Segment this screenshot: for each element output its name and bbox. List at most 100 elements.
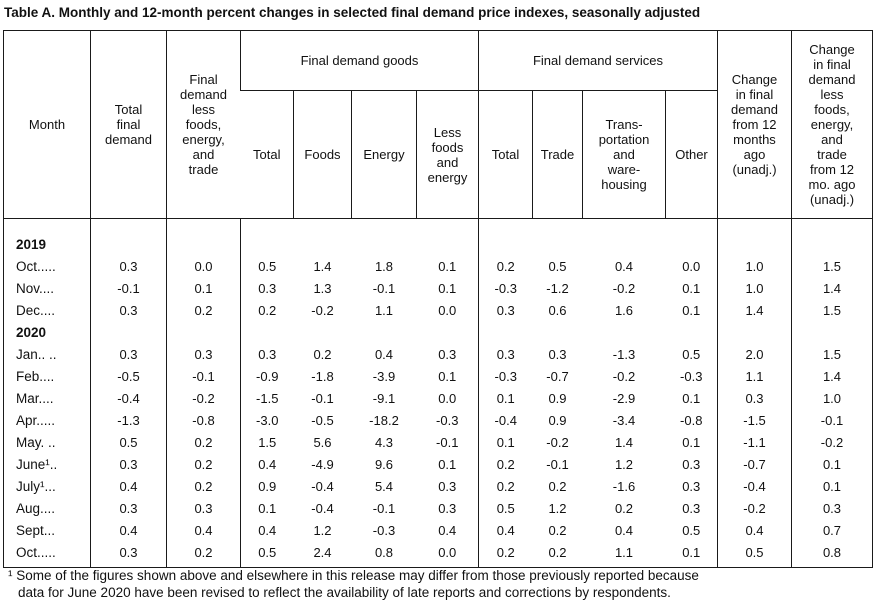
value-cell: 0.4 xyxy=(90,519,167,541)
value-cell: -0.2 xyxy=(612,280,636,296)
value-cell: 0.1 xyxy=(682,434,701,450)
value-cell: 1.4 xyxy=(313,258,332,274)
value-cell: 0.3 xyxy=(90,299,167,321)
value-cell: 1.4 xyxy=(614,434,634,450)
value-cell: 0.9 xyxy=(548,390,567,406)
value-cell xyxy=(533,321,583,343)
value-cell: -0.3 xyxy=(680,368,703,384)
value-cell: -1.3 xyxy=(90,409,167,431)
value-cell: 0.3 xyxy=(717,387,792,409)
value-cell: -18.2 xyxy=(369,412,399,428)
value-cell: 0.4 xyxy=(166,519,241,541)
value-cell: 0.2 xyxy=(240,299,294,321)
value-cell: 0.2 xyxy=(548,544,567,560)
value-cell: 0.2 xyxy=(478,475,533,497)
value-cell xyxy=(583,321,666,343)
value-cell: 0.2 xyxy=(166,541,241,568)
value-cell: 0.8 xyxy=(791,541,873,568)
value-cell: 0.1 xyxy=(682,280,701,296)
price-index-table: Month Total final demand Final demand le… xyxy=(3,30,873,568)
value-cell: 0.4 xyxy=(717,519,792,541)
value-cell: -1.1 xyxy=(717,431,792,453)
value-cell: -0.2 xyxy=(612,368,636,384)
month-label: 2020 xyxy=(16,324,47,340)
group-header-final-demand-goods: Final demand goods xyxy=(240,30,479,91)
table-row: Sept... 0.4 0.4 0.4 1.2 -0.3 0.4 0.4 0.2 0.4 0.5 0.… xyxy=(4,519,873,541)
value-cell xyxy=(717,321,792,343)
value-cell: 0.1 xyxy=(682,544,701,560)
value-cell: 1.4 xyxy=(791,365,873,387)
value-cell: 1.5 xyxy=(791,343,873,365)
month-label: 2019 xyxy=(16,236,47,252)
value-cell: 1.0 xyxy=(717,277,792,299)
value-cell: -0.5 xyxy=(90,365,167,387)
value-cell: 1.3 xyxy=(313,280,332,296)
col-header-goods-foods: Foods xyxy=(293,90,352,219)
value-cell: 0.2 xyxy=(478,541,533,568)
value-cell: 1.1 xyxy=(717,365,792,387)
value-cell: -0.3 xyxy=(372,522,396,538)
col-header-change-12mo: Change in final demand from 12 months ag… xyxy=(717,30,792,219)
value-cell xyxy=(90,321,167,343)
value-cell: 0.2 xyxy=(478,255,533,277)
month-label: Oct..... xyxy=(16,258,56,274)
table-row: Mar.... -0.4 -0.2 -1.5 -0.1 -9.1 0.0 0.1 0.9 -2.9… xyxy=(4,387,873,409)
month-label: July¹... xyxy=(16,478,56,494)
month-label: Feb.... xyxy=(16,368,55,384)
value-cell: -0.1 xyxy=(436,434,459,450)
value-cell: 1.2 xyxy=(548,500,567,516)
month-label: May. .. xyxy=(16,434,56,450)
table-row: Apr..... -1.3 -0.8 -3.0 -0.5 -18.2 -0.3 -0.4 0.9… xyxy=(4,409,873,431)
value-cell: 0.0 xyxy=(438,390,457,406)
value-cell: 0.5 xyxy=(478,497,533,519)
value-cell: -0.2 xyxy=(166,387,241,409)
value-cell: 0.2 xyxy=(166,299,241,321)
value-cell: 1.0 xyxy=(717,255,792,277)
value-cell: 1.5 xyxy=(791,299,873,321)
value-cell: -3.4 xyxy=(612,412,636,428)
value-cell: 0.3 xyxy=(240,277,294,299)
value-cell: -1.3 xyxy=(612,346,636,362)
value-cell: 0.2 xyxy=(166,475,241,497)
value-cell: 0.3 xyxy=(682,500,701,516)
value-cell: 0.3 xyxy=(166,497,241,519)
value-cell xyxy=(478,321,533,343)
value-cell: -1.6 xyxy=(612,478,636,494)
value-cell: 0.3 xyxy=(478,299,533,321)
value-cell xyxy=(583,219,666,256)
value-cell: 1.5 xyxy=(791,255,873,277)
value-cell: 0.1 xyxy=(240,497,294,519)
value-cell: 0.0 xyxy=(682,258,701,274)
value-cell: 0.2 xyxy=(313,346,332,362)
value-cell: 0.2 xyxy=(548,478,567,494)
value-cell: 0.2 xyxy=(548,522,567,538)
value-cell: 0.4 xyxy=(478,519,533,541)
table-row: Nov.... -0.1 0.1 0.3 1.3 -0.1 0.1 -0.3 -1.2 -0.2 0… xyxy=(4,277,873,299)
value-cell: -3.9 xyxy=(372,368,396,384)
value-cell: 0.3 xyxy=(240,343,294,365)
col-header-month: Month xyxy=(3,30,91,219)
value-cell xyxy=(294,321,352,343)
value-cell xyxy=(791,321,873,343)
month-label: Nov.... xyxy=(16,280,55,296)
value-cell: 0.1 xyxy=(478,431,533,453)
value-cell: -0.1 xyxy=(372,280,396,296)
month-label: Jan.. .. xyxy=(16,346,57,362)
value-cell: 2.4 xyxy=(313,544,332,560)
value-cell: -0.7 xyxy=(717,453,792,475)
value-cell xyxy=(90,218,167,255)
value-cell: 0.2 xyxy=(478,453,533,475)
value-cell: 0.1 xyxy=(438,258,457,274)
footnote: ¹ Some of the figures shown above and el… xyxy=(8,568,699,600)
value-cell: -4.9 xyxy=(311,456,334,472)
value-cell: 0.3 xyxy=(438,478,457,494)
value-cell: 1.8 xyxy=(374,258,394,274)
value-cell xyxy=(717,218,792,255)
value-cell xyxy=(166,218,241,255)
value-cell: 1.4 xyxy=(791,277,873,299)
value-cell: 0.1 xyxy=(478,387,533,409)
col-header-less-foods-energy-trade: Final demand less foods, energy, and tra… xyxy=(166,30,241,219)
value-cell xyxy=(417,219,479,256)
value-cell xyxy=(294,219,352,256)
month-label: Apr..... xyxy=(16,412,56,428)
